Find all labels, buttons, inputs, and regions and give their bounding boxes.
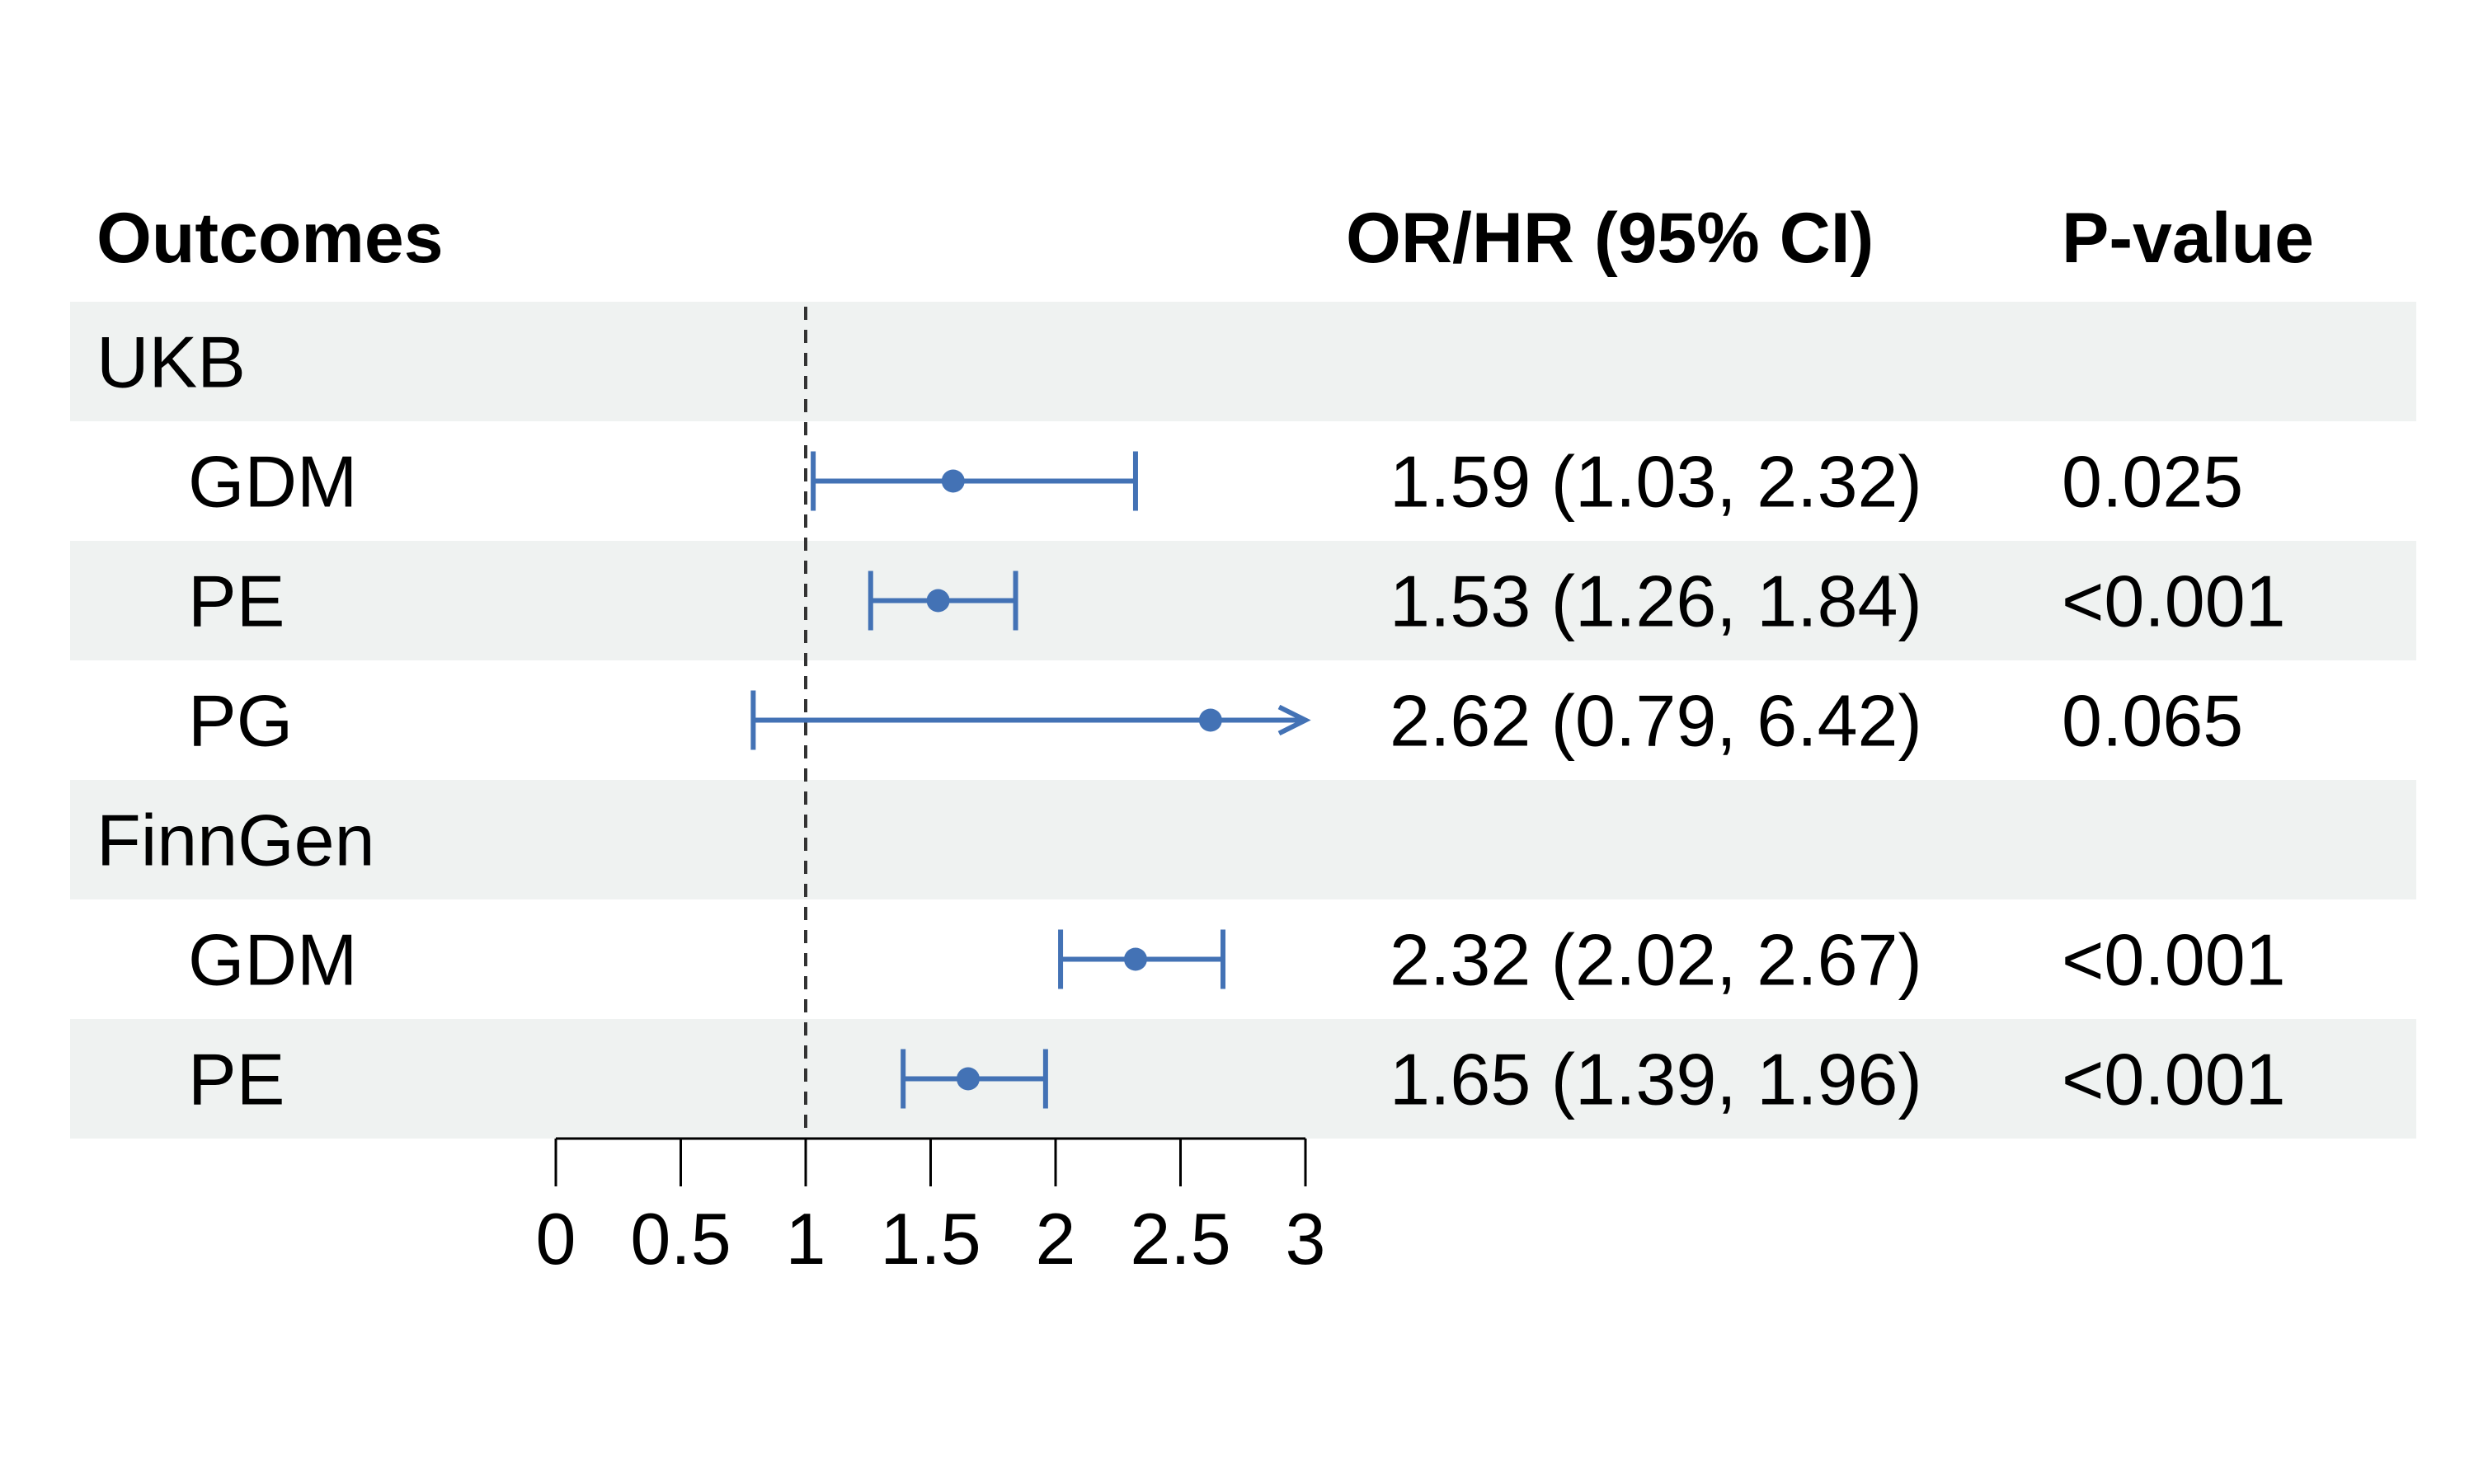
outcome-label: PG — [188, 680, 293, 762]
x-tick-label: 0.5 — [630, 1198, 731, 1280]
row-stripe — [70, 541, 2416, 660]
header-estimate: OR/HR (95% CI) — [1346, 199, 1874, 278]
pvalue-text: <0.001 — [2062, 1039, 2286, 1120]
header-outcomes: Outcomes — [96, 199, 444, 278]
outcome-row: PE 1.65 (1.39, 1.96) <0.001 — [188, 1039, 2286, 1120]
group-label: UKB — [96, 322, 246, 403]
ci-arrow — [1277, 704, 1311, 736]
estimate-text: 2.62 (0.79, 6.42) — [1390, 680, 1922, 762]
pvalue-text: <0.001 — [2062, 919, 2286, 1001]
x-axis: 0 0.5 1 1.5 2 2.5 3 — [536, 1137, 1326, 1280]
forest-rows: UKB GDM 1.59 (1.03, 2.32) 0.025 PE 1.53 (1.26… — [96, 322, 2286, 1120]
x-tick-label: 2 — [1036, 1198, 1076, 1280]
outcome-label: GDM — [188, 441, 357, 523]
point-estimate — [1123, 947, 1147, 971]
outcome-row: GDM 1.59 (1.03, 2.32) 0.025 — [188, 441, 2243, 523]
group-row: UKB — [96, 322, 246, 403]
outcome-row: GDM 2.32 (2.02, 2.67) <0.001 — [188, 919, 2286, 1001]
x-tick-label: 2.5 — [1130, 1198, 1230, 1280]
point-estimate — [1198, 708, 1222, 732]
header-pvalue: P-value — [2062, 199, 2314, 278]
outcome-row: PE 1.53 (1.26, 1.84) <0.001 — [188, 561, 2286, 642]
pvalue-text: <0.001 — [2062, 561, 2286, 642]
estimate-text: 1.59 (1.03, 2.32) — [1390, 441, 1922, 523]
estimate-text: 2.32 (2.02, 2.67) — [1390, 919, 1922, 1001]
outcome-row: PG 2.62 (0.79, 6.42) 0.065 — [188, 680, 2243, 762]
outcome-label: GDM — [188, 919, 357, 1001]
row-stripes — [70, 302, 2416, 1139]
group-row: FinnGen — [96, 800, 375, 881]
pvalue-text: 0.025 — [2062, 441, 2243, 523]
row-stripe — [70, 1019, 2416, 1139]
point-estimate — [956, 1067, 980, 1091]
x-tick-label: 0 — [536, 1198, 576, 1280]
pvalue-text: 0.065 — [2062, 680, 2243, 762]
x-tick-label: 1 — [786, 1198, 826, 1280]
point-estimate — [941, 469, 965, 493]
table-header: Outcomes OR/HR (95% CI) P-value — [96, 199, 2314, 278]
group-label: FinnGen — [96, 800, 375, 881]
row-stripe — [70, 780, 2416, 899]
x-tick-label: 3 — [1286, 1198, 1326, 1280]
outcome-label: PE — [188, 561, 285, 642]
estimate-text: 1.65 (1.39, 1.96) — [1390, 1039, 1922, 1120]
row-stripe — [70, 302, 2416, 421]
estimate-text: 1.53 (1.26, 1.84) — [1390, 561, 1922, 642]
point-estimate — [926, 589, 950, 613]
outcome-label: PE — [188, 1039, 285, 1120]
x-tick-label: 1.5 — [880, 1198, 981, 1280]
